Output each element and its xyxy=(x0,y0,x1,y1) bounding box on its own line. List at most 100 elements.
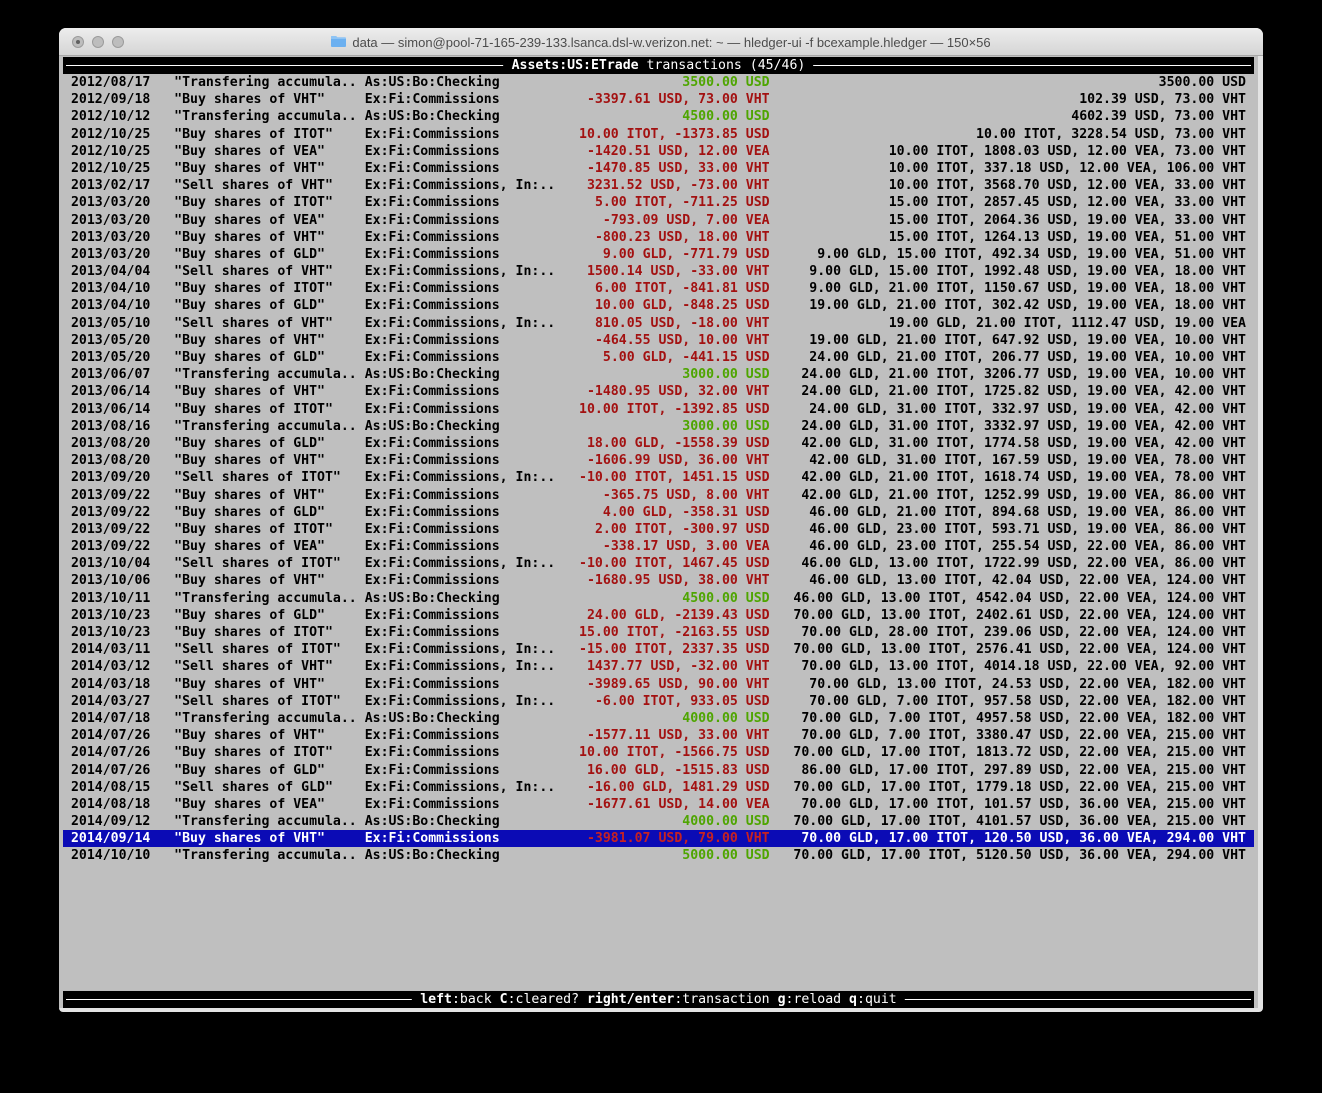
txn-amount: 5.00 ITOT, -711.25 USD xyxy=(594,195,770,211)
table-row[interactable]: 2013/09/22 "Buy shares of VHT" Ex:Fi:Com… xyxy=(63,487,1254,504)
table-row[interactable]: 2013/03/20 "Buy shares of GLD" Ex:Fi:Com… xyxy=(63,246,1254,263)
table-row[interactable]: 2013/05/10 "Sell shares of VHT" Ex:Fi:Co… xyxy=(63,315,1254,332)
table-row[interactable]: 2013/06/07 "Transfering accumula.. As:US… xyxy=(63,366,1254,383)
table-row[interactable]: 2013/10/23 "Buy shares of GLD" Ex:Fi:Com… xyxy=(63,607,1254,624)
table-row[interactable]: 2012/09/18 "Buy shares of VHT" Ex:Fi:Com… xyxy=(63,91,1254,108)
table-row[interactable]: 2013/10/23 "Buy shares of ITOT" Ex:Fi:Co… xyxy=(63,624,1254,641)
txn-amount: -464.55 USD, 10.00 VHT xyxy=(594,332,770,348)
txn-other-accounts: Ex:Fi:Commissions xyxy=(364,539,500,555)
txn-description: "Buy shares of ITOT" xyxy=(174,195,333,211)
txn-other-accounts: Ex:Fi:Commissions xyxy=(364,212,500,228)
table-row[interactable]: 2014/10/10 "Transfering accumula.. As:US… xyxy=(63,847,1254,864)
key-hint: q:quit xyxy=(849,992,897,1007)
txn-other-accounts: Ex:Fi:Commissions xyxy=(364,728,500,744)
zoom-button[interactable] xyxy=(112,36,124,48)
table-row[interactable]: 2013/09/22 "Buy shares of GLD" Ex:Fi:Com… xyxy=(63,504,1254,521)
txn-description: "Buy shares of GLD" xyxy=(174,504,325,520)
table-row[interactable]: 2013/08/16 "Transfering accumula.. As:US… xyxy=(63,418,1254,435)
table-row[interactable]: 2012/10/12 "Transfering accumula.. As:US… xyxy=(63,108,1254,125)
txn-amount: -10.00 ITOT, 1451.15 USD xyxy=(579,470,770,486)
table-row[interactable]: 2013/06/14 "Buy shares of VHT" Ex:Fi:Com… xyxy=(63,383,1254,400)
txn-date: 2013/03/20 xyxy=(70,212,151,228)
table-row[interactable]: 2013/05/20 "Buy shares of VHT" Ex:Fi:Com… xyxy=(63,332,1254,349)
txn-amount: 810.05 USD, -18.00 VHT xyxy=(594,315,770,331)
table-row[interactable]: 2014/07/26 "Buy shares of VHT" Ex:Fi:Com… xyxy=(63,727,1254,744)
txn-date: 2013/10/04 xyxy=(70,556,151,572)
table-row[interactable]: 2014/07/26 "Buy shares of ITOT" Ex:Fi:Co… xyxy=(63,744,1254,761)
table-row[interactable]: 2013/08/20 "Buy shares of GLD" Ex:Fi:Com… xyxy=(63,435,1254,452)
table-row[interactable]: 2014/08/18 "Buy shares of VEA" Ex:Fi:Com… xyxy=(63,796,1254,813)
txn-running-balance: 102.39 USD, 73.00 VHT xyxy=(1079,92,1246,108)
txn-date: 2012/10/12 xyxy=(70,109,151,125)
table-row[interactable]: 2013/09/22 "Buy shares of VEA" Ex:Fi:Com… xyxy=(63,538,1254,555)
txn-other-accounts: As:US:Bo:Checking xyxy=(364,848,500,864)
txn-other-accounts: As:US:Bo:Checking xyxy=(364,75,500,90)
table-row[interactable]: 2014/07/26 "Buy shares of GLD" Ex:Fi:Com… xyxy=(63,762,1254,779)
txn-amount: 1437.77 USD, -32.00 VHT xyxy=(586,659,770,675)
table-row[interactable]: 2014/03/11 "Sell shares of ITOT" Ex:Fi:C… xyxy=(63,641,1254,658)
txn-description: "Sell shares of VHT" xyxy=(174,315,333,331)
transaction-list: 2012/08/17 "Transfering accumula.. As:US… xyxy=(59,74,1258,865)
txn-description: "Sell shares of VHT" xyxy=(174,264,333,280)
table-row[interactable]: 2013/09/20 "Sell shares of ITOT" Ex:Fi:C… xyxy=(63,469,1254,486)
txn-other-accounts: Ex:Fi:Commissions xyxy=(364,126,500,142)
txn-amount: -16.00 GLD, 1481.29 USD xyxy=(586,779,770,795)
table-row[interactable]: 2013/10/04 "Sell shares of ITOT" Ex:Fi:C… xyxy=(63,555,1254,572)
txn-amount: -1680.95 USD, 38.00 VHT xyxy=(586,573,770,589)
table-row[interactable]: 2013/08/20 "Buy shares of VHT" Ex:Fi:Com… xyxy=(63,452,1254,469)
table-row[interactable]: 2014/03/12 "Sell shares of VHT" Ex:Fi:Co… xyxy=(63,658,1254,675)
txn-amount: 1500.14 USD, -33.00 VHT xyxy=(586,264,770,280)
txn-running-balance: 70.00 GLD, 17.00 ITOT, 120.50 USD, 36.00… xyxy=(801,831,1246,847)
close-button[interactable] xyxy=(72,36,84,48)
window-titlebar[interactable]: data — simon@pool-71-165-239-133.lsanca.… xyxy=(59,28,1263,56)
key-hint: right/enter:transaction xyxy=(586,992,770,1007)
table-row[interactable]: 2013/10/06 "Buy shares of VHT" Ex:Fi:Com… xyxy=(63,572,1254,589)
txn-running-balance: 70.00 GLD, 28.00 ITOT, 239.06 USD, 22.00… xyxy=(801,625,1246,640)
table-row[interactable]: 2013/03/20 "Buy shares of VEA" Ex:Fi:Com… xyxy=(63,212,1254,229)
txn-description: "Transfering accumula.. xyxy=(174,367,357,383)
txn-description: "Buy shares of VHT" xyxy=(174,160,325,176)
table-row[interactable]: 2014/07/18 "Transfering accumula.. As:US… xyxy=(63,710,1254,727)
txn-date: 2013/04/10 xyxy=(70,281,151,297)
txn-description: "Sell shares of ITOT" xyxy=(174,556,341,572)
txn-running-balance: 10.00 ITOT, 1808.03 USD, 12.00 VEA, 73.0… xyxy=(888,143,1246,159)
table-row[interactable]: 2012/10/25 "Buy shares of VEA" Ex:Fi:Com… xyxy=(63,143,1254,160)
txn-description: "Buy shares of VHT" xyxy=(174,728,325,744)
scrollbar-track[interactable] xyxy=(1258,56,1263,1008)
table-row[interactable]: 2012/08/17 "Transfering accumula.. As:US… xyxy=(63,74,1254,91)
table-row[interactable]: 2013/03/20 "Buy shares of VHT" Ex:Fi:Com… xyxy=(63,229,1254,246)
table-row[interactable]: 2013/09/22 "Buy shares of ITOT" Ex:Fi:Co… xyxy=(63,521,1254,538)
table-row[interactable]: 2014/08/15 "Sell shares of GLD" Ex:Fi:Co… xyxy=(63,779,1254,796)
table-row[interactable]: 2013/02/17 "Sell shares of VHT" Ex:Fi:Co… xyxy=(63,177,1254,194)
window-title: data — simon@pool-71-165-239-133.lsanca.… xyxy=(352,34,991,50)
txn-running-balance: 70.00 GLD, 7.00 ITOT, 4957.58 USD, 22.00… xyxy=(801,710,1246,726)
txn-description: "Buy shares of VEA" xyxy=(174,212,325,228)
table-row[interactable]: 2013/06/14 "Buy shares of ITOT" Ex:Fi:Co… xyxy=(63,401,1254,418)
table-row[interactable]: 2013/05/20 "Buy shares of GLD" Ex:Fi:Com… xyxy=(63,349,1254,366)
table-row[interactable]: 2013/04/10 "Buy shares of ITOT" Ex:Fi:Co… xyxy=(63,280,1254,297)
txn-description: "Buy shares of ITOT" xyxy=(174,401,333,417)
table-row[interactable]: 2013/04/04 "Sell shares of VHT" Ex:Fi:Co… xyxy=(63,263,1254,280)
txn-other-accounts: Ex:Fi:Commissions, In:.. xyxy=(364,659,556,675)
txn-other-accounts: Ex:Fi:Commissions xyxy=(364,573,500,589)
table-row[interactable]: 2014/03/27 "Sell shares of ITOT" Ex:Fi:C… xyxy=(63,693,1254,710)
minimize-button[interactable] xyxy=(92,36,104,48)
txn-amount: -338.17 USD, 3.00 VEA xyxy=(602,539,770,555)
txn-date: 2012/09/18 xyxy=(70,92,151,108)
table-row[interactable]: 2013/03/20 "Buy shares of ITOT" Ex:Fi:Co… xyxy=(63,194,1254,211)
table-row[interactable]: 2013/10/11 "Transfering accumula.. As:US… xyxy=(63,590,1254,607)
txn-date: 2012/10/25 xyxy=(70,143,151,159)
txn-other-accounts: As:US:Bo:Checking xyxy=(364,418,500,434)
txn-running-balance: 15.00 ITOT, 2064.36 USD, 19.00 VEA, 33.0… xyxy=(888,212,1246,228)
txn-amount: 3231.52 USD, -73.00 VHT xyxy=(586,178,770,194)
txn-description: "Transfering accumula.. xyxy=(174,848,357,864)
table-row[interactable]: 2014/03/18 "Buy shares of VHT" Ex:Fi:Com… xyxy=(63,676,1254,693)
table-row[interactable]: 2012/10/25 "Buy shares of ITOT" Ex:Fi:Co… xyxy=(63,126,1254,143)
table-row[interactable]: 2012/10/25 "Buy shares of VHT" Ex:Fi:Com… xyxy=(63,160,1254,177)
txn-date: 2013/05/20 xyxy=(70,332,151,348)
table-row[interactable]: 2013/04/10 "Buy shares of GLD" Ex:Fi:Com… xyxy=(63,297,1254,314)
txn-amount: 3000.00 USD xyxy=(682,418,770,434)
table-row[interactable]: 2014/09/12 "Transfering accumula.. As:US… xyxy=(63,813,1254,830)
txn-description: "Buy shares of GLD" xyxy=(174,298,325,314)
table-row[interactable]: 2014/09/14 "Buy shares of VHT" Ex:Fi:Com… xyxy=(63,830,1254,848)
